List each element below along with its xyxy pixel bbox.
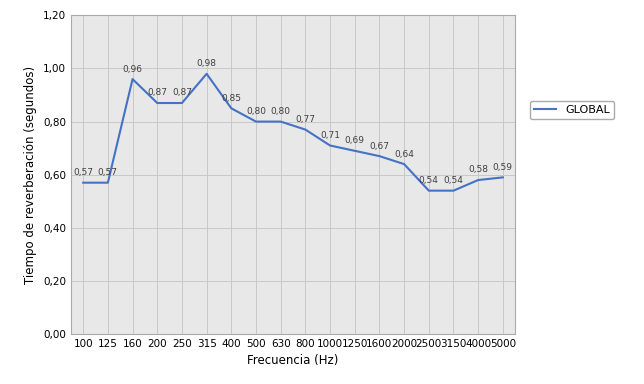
Text: 0,85: 0,85 xyxy=(222,94,242,103)
Text: 0,57: 0,57 xyxy=(73,168,93,177)
Text: 0,69: 0,69 xyxy=(345,136,365,145)
Line: GLOBAL: GLOBAL xyxy=(83,74,503,191)
GLOBAL xyxy=(499,175,507,180)
Text: 0,96: 0,96 xyxy=(122,65,142,74)
Text: 0,77: 0,77 xyxy=(296,115,316,124)
Y-axis label: Tiempo de reverberación (segundos): Tiempo de reverberación (segundos) xyxy=(24,66,37,284)
GLOBAL xyxy=(301,127,309,132)
Text: 0,71: 0,71 xyxy=(320,131,340,140)
Text: 0,57: 0,57 xyxy=(98,168,118,177)
Text: 0,54: 0,54 xyxy=(444,176,464,185)
Text: 0,58: 0,58 xyxy=(468,166,488,174)
GLOBAL xyxy=(474,178,482,182)
Text: 0,87: 0,87 xyxy=(147,88,167,98)
GLOBAL xyxy=(79,180,87,185)
GLOBAL xyxy=(104,180,112,185)
GLOBAL xyxy=(425,189,433,193)
GLOBAL xyxy=(277,119,285,124)
GLOBAL xyxy=(252,119,260,124)
Text: 0,87: 0,87 xyxy=(172,88,192,98)
GLOBAL xyxy=(375,154,383,159)
Text: 0,64: 0,64 xyxy=(394,149,414,159)
Text: 0,80: 0,80 xyxy=(246,107,266,116)
GLOBAL xyxy=(227,106,235,111)
Text: 0,80: 0,80 xyxy=(270,107,290,116)
Text: 0,67: 0,67 xyxy=(370,142,390,151)
GLOBAL xyxy=(326,143,334,148)
Text: 0,54: 0,54 xyxy=(419,176,439,185)
Text: 0,98: 0,98 xyxy=(196,59,216,68)
GLOBAL xyxy=(153,101,161,105)
X-axis label: Frecuencia (Hz): Frecuencia (Hz) xyxy=(247,354,339,367)
GLOBAL xyxy=(400,162,408,166)
Legend: GLOBAL: GLOBAL xyxy=(529,101,614,119)
GLOBAL xyxy=(178,101,185,105)
GLOBAL xyxy=(203,71,211,76)
GLOBAL xyxy=(129,77,137,81)
GLOBAL xyxy=(351,149,359,153)
Text: 0,59: 0,59 xyxy=(493,163,513,172)
GLOBAL xyxy=(450,189,457,193)
